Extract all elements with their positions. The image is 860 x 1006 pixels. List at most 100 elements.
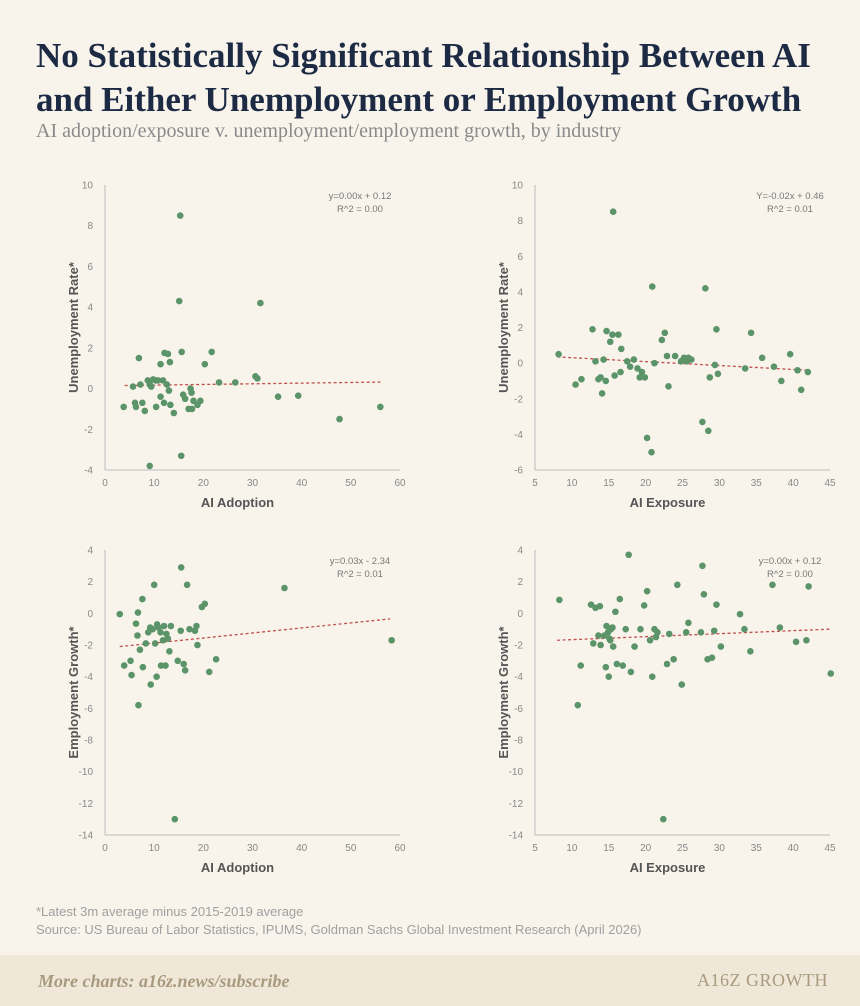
y-axis-title: Unemployment Rate*: [66, 261, 81, 393]
y-tick-label: 8: [517, 216, 523, 227]
x-tick-label: 20: [198, 843, 210, 854]
a16z-growth-logo: A16Z GROWTH: [697, 970, 828, 990]
y-tick-label: -6: [84, 704, 93, 715]
data-point: [164, 350, 172, 358]
chart-title: No Statistically Significant Relationshi…: [36, 36, 811, 119]
y-tick-label: 2: [517, 577, 523, 588]
data-point: [640, 602, 648, 609]
x-tick-label: 20: [640, 843, 652, 854]
data-point: [254, 375, 261, 382]
data-point: [149, 625, 156, 633]
y-tick-label: -2: [514, 394, 523, 405]
y-tick-label: -14: [79, 831, 94, 842]
data-point: [648, 448, 655, 456]
data-point: [827, 670, 835, 677]
data-point: [717, 643, 725, 650]
x-axis-title: AI Exposure: [630, 860, 706, 875]
data-point: [336, 415, 343, 423]
data-point: [770, 363, 778, 370]
x-tick-label: 45: [824, 478, 836, 489]
data-point: [188, 389, 195, 396]
data-point: [654, 629, 661, 636]
x-tick-label: 30: [247, 843, 259, 854]
data-point: [153, 673, 160, 680]
data-point: [615, 331, 622, 338]
x-tick-label: 0: [102, 478, 108, 489]
y-tick-label: 6: [87, 262, 93, 273]
data-point: [197, 397, 204, 405]
data-point: [215, 379, 223, 386]
trend-equation: y=0.00x + 0.12: [329, 191, 392, 202]
y-tick-label: 4: [87, 546, 93, 557]
data-point: [648, 283, 656, 290]
y-tick-label: -4: [514, 672, 523, 683]
data-point: [157, 629, 164, 636]
data-point: [631, 643, 638, 650]
data-point: [747, 329, 755, 337]
trend-line: [124, 381, 381, 387]
data-point: [231, 379, 239, 386]
x-tick-label: 30: [714, 843, 726, 854]
footer-bar: [0, 955, 860, 1006]
data-point: [736, 610, 744, 618]
data-point: [646, 636, 654, 644]
x-tick-label: 5: [532, 478, 538, 489]
y-tick-label: -6: [514, 704, 523, 715]
data-point: [605, 673, 613, 680]
data-point: [163, 381, 171, 388]
data-point: [572, 381, 579, 388]
x-tick-label: 10: [566, 843, 578, 854]
data-point: [643, 434, 651, 442]
data-point: [160, 399, 168, 407]
x-axis-title: AI Adoption: [201, 495, 274, 510]
x-tick-label: 30: [247, 478, 259, 489]
data-point: [150, 581, 158, 589]
y-tick-label: 0: [87, 384, 93, 395]
y-tick-label: 2: [87, 577, 93, 588]
y-tick-label: -8: [514, 736, 523, 747]
data-point: [803, 636, 810, 644]
trend-equation: Y=-0.02x + 0.46: [756, 191, 824, 202]
y-tick-label: -6: [514, 466, 523, 477]
data-point: [135, 701, 142, 709]
y-tick-label: -14: [509, 831, 524, 842]
data-point: [190, 397, 197, 405]
data-point: [178, 348, 185, 356]
data-point: [602, 663, 610, 671]
data-point: [741, 365, 749, 372]
data-point: [120, 662, 128, 669]
x-tick-label: 50: [345, 843, 357, 854]
subscribe-link[interactable]: More charts: a16z.news/subscribe: [38, 971, 290, 991]
data-point: [741, 625, 748, 633]
data-point: [697, 629, 705, 636]
data-point: [157, 393, 164, 401]
x-axis-title: AI Exposure: [630, 495, 706, 510]
y-axis-title: Employment Growth*: [66, 625, 81, 758]
y-tick-label: 8: [87, 221, 93, 232]
data-point: [792, 638, 800, 646]
x-tick-label: 10: [149, 843, 161, 854]
y-tick-label: -12: [509, 799, 524, 810]
data-point: [166, 358, 174, 366]
data-point: [294, 392, 302, 399]
data-point: [630, 356, 638, 363]
x-tick-label: 60: [394, 478, 406, 489]
data-point: [611, 372, 618, 379]
data-point: [711, 361, 719, 369]
data-point: [702, 285, 709, 292]
data-point: [377, 403, 384, 411]
data-point: [167, 622, 175, 630]
data-point: [769, 581, 776, 589]
footnote: *Latest 3m average minus 2015-2019 avera…: [36, 903, 642, 939]
y-tick-label: 2: [87, 343, 93, 354]
data-point: [710, 627, 718, 635]
data-point: [613, 660, 621, 668]
scatter-adoption-unemployment: -4 -2 0 2 4 6 8 10 0 10 20 30 40 50 60 AI Adoption Unemp…: [66, 181, 406, 511]
data-point: [164, 635, 172, 642]
data-point: [674, 581, 681, 589]
data-point: [598, 390, 606, 397]
data-point: [786, 350, 794, 358]
y-tick-label: 4: [517, 546, 523, 557]
trend-line: [557, 628, 831, 641]
x-tick-label: 5: [532, 843, 538, 854]
